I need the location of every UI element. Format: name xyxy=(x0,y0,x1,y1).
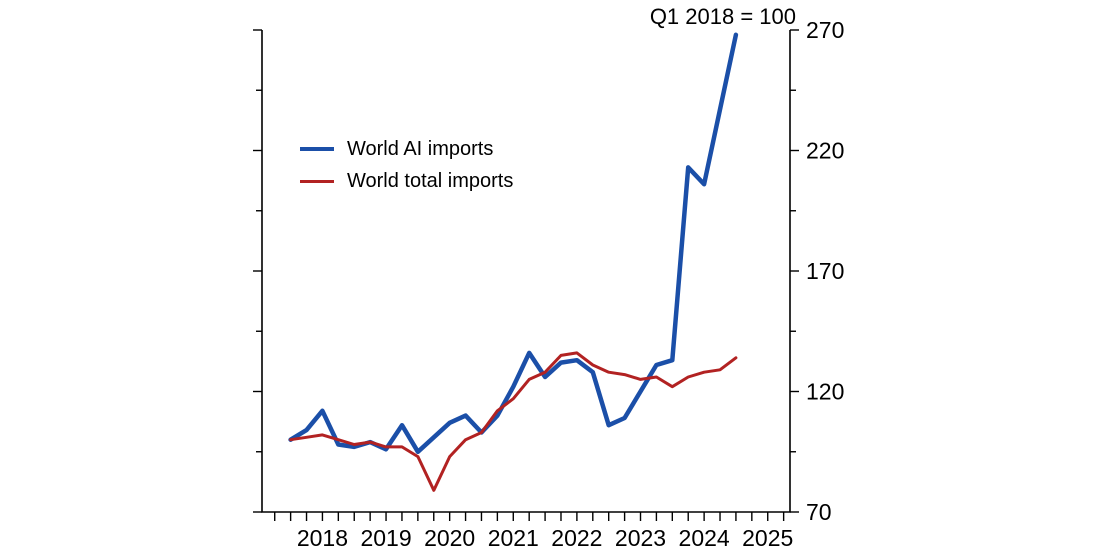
x-year-label: 2025 xyxy=(742,525,793,551)
x-year-label: 2023 xyxy=(615,525,666,551)
x-year-label: 2022 xyxy=(551,525,602,551)
chart-title: Q1 2018 = 100 xyxy=(649,4,796,29)
legend-label: World total imports xyxy=(347,170,514,192)
y-tick-label: 70 xyxy=(806,499,832,525)
series-line-world-total-imports xyxy=(289,351,738,492)
legend-swatch-blue-line xyxy=(300,147,334,151)
x-year-label: 2019 xyxy=(360,525,411,551)
legend-item-world-ai-imports: World AI imports xyxy=(300,138,513,160)
y-tick-label: 220 xyxy=(806,138,844,164)
chart-legend: World AI imports World total imports xyxy=(300,138,513,192)
legend-swatch-red-line xyxy=(300,179,334,183)
x-year-label: 2018 xyxy=(297,525,348,551)
y-tick-label: 120 xyxy=(806,379,844,405)
x-year-label: 2024 xyxy=(679,525,730,551)
x-year-label: 2020 xyxy=(424,525,475,551)
y-tick-label: 270 xyxy=(806,17,844,43)
legend-label: World AI imports xyxy=(347,138,494,160)
y-tick-label: 170 xyxy=(806,258,844,284)
x-year-label: 2021 xyxy=(488,525,539,551)
series-line-world-ai-imports xyxy=(288,32,739,455)
legend-item-world-total-imports: World total imports xyxy=(300,170,513,192)
